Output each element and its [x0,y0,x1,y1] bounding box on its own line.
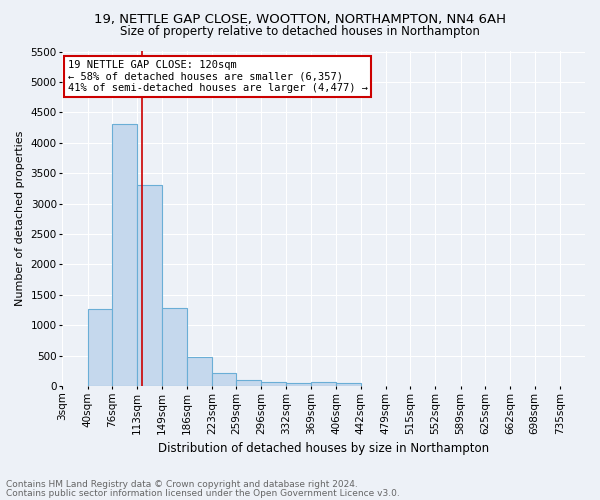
Bar [262,382,286,386]
Bar [88,309,112,386]
X-axis label: Distribution of detached houses by size in Northampton: Distribution of detached houses by size … [158,442,489,455]
Text: Contains public sector information licensed under the Open Government Licence v3: Contains public sector information licen… [6,488,400,498]
Bar [236,380,262,386]
Text: Contains HM Land Registry data © Crown copyright and database right 2024.: Contains HM Land Registry data © Crown c… [6,480,358,489]
Bar [336,383,361,386]
Text: 19 NETTLE GAP CLOSE: 120sqm
← 58% of detached houses are smaller (6,357)
41% of : 19 NETTLE GAP CLOSE: 120sqm ← 58% of det… [68,60,368,93]
Bar [311,382,336,386]
Bar [212,373,236,386]
Text: Size of property relative to detached houses in Northampton: Size of property relative to detached ho… [120,25,480,38]
Bar [187,357,212,386]
Text: 19, NETTLE GAP CLOSE, WOOTTON, NORTHAMPTON, NN4 6AH: 19, NETTLE GAP CLOSE, WOOTTON, NORTHAMPT… [94,12,506,26]
Bar [112,124,137,386]
Bar [137,186,161,386]
Bar [161,308,187,386]
Y-axis label: Number of detached properties: Number of detached properties [15,131,25,306]
Bar [286,382,311,386]
